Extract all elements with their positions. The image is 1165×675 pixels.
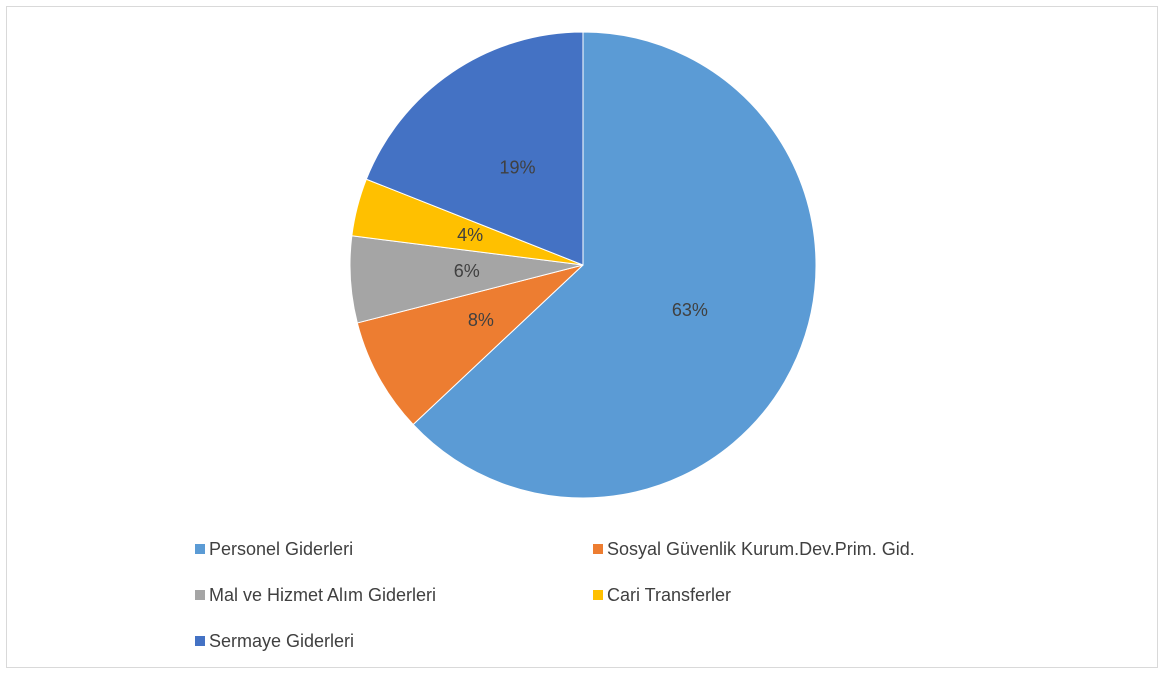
legend-swatch bbox=[195, 590, 205, 600]
data-label: 19% bbox=[500, 157, 536, 177]
legend-label: Sermaye Giderleri bbox=[209, 631, 354, 651]
legend-label: Sosyal Güvenlik Kurum.Dev.Prim. Gid. bbox=[607, 539, 915, 559]
pie-slice bbox=[412, 31, 817, 499]
legend-swatch bbox=[195, 544, 205, 554]
data-label: 63% bbox=[672, 300, 708, 320]
data-label: 4% bbox=[457, 225, 483, 245]
pie-slice bbox=[365, 31, 584, 266]
legend-swatch bbox=[195, 636, 205, 646]
pie-slice bbox=[356, 264, 584, 426]
legend-swatch bbox=[593, 544, 603, 554]
legend-label: Mal ve Hizmet Alım Giderleri bbox=[209, 585, 436, 605]
data-label: 8% bbox=[468, 310, 494, 330]
legend-swatch bbox=[593, 590, 603, 600]
legend-label: Personel Giderleri bbox=[209, 539, 353, 559]
data-label: 6% bbox=[454, 261, 480, 281]
legend-label: Cari Transferler bbox=[607, 585, 731, 605]
